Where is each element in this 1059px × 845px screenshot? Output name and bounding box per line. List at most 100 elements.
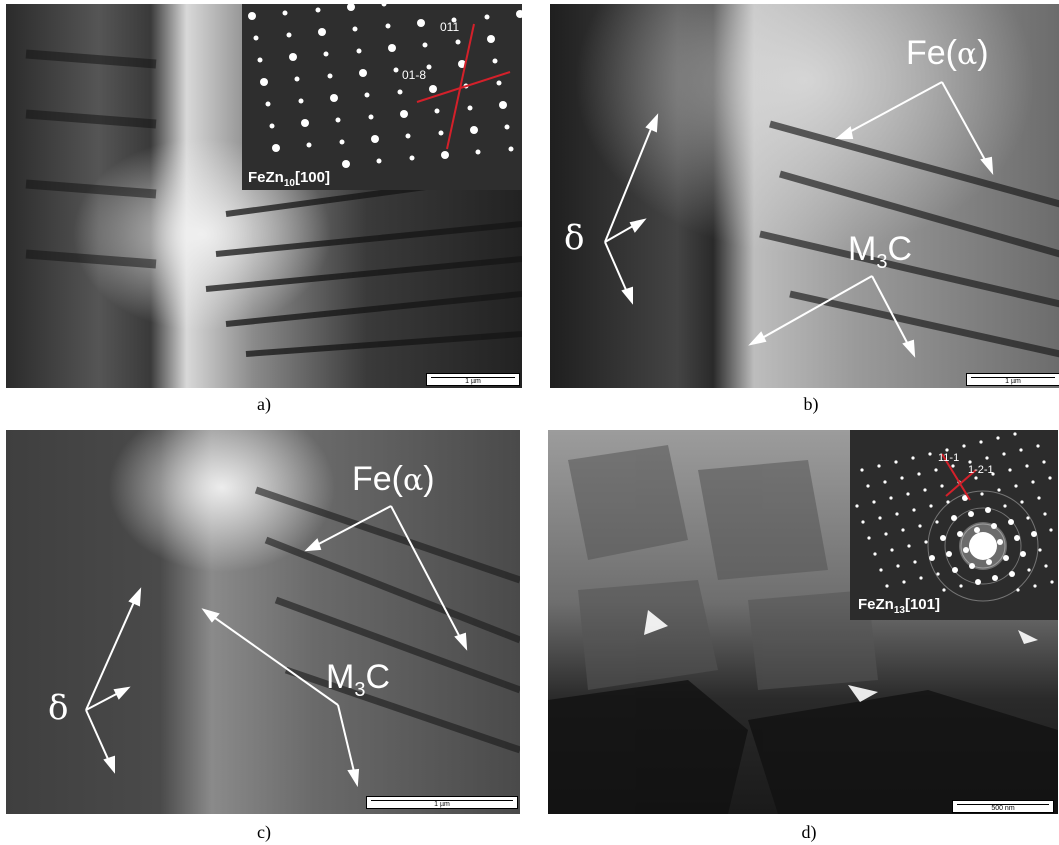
diffraction-spot (1003, 504, 1007, 508)
diffraction-spot (499, 101, 507, 109)
diffraction-spot (895, 512, 899, 516)
diffraction-spot (935, 520, 939, 524)
label-m3c-c: M3C (326, 658, 391, 701)
diffraction-spot (962, 444, 966, 448)
diffraction-spot (409, 155, 415, 161)
diffraction-spot (963, 547, 969, 553)
diffraction-spot (985, 456, 989, 460)
diffraction-spot (879, 568, 883, 572)
diffraction-spot (286, 32, 292, 38)
diffraction-spot (492, 58, 498, 64)
diffraction-spot (335, 117, 341, 123)
diffraction-spot (272, 144, 280, 152)
diffraction-spot (1014, 535, 1020, 541)
diffraction-spot (1008, 468, 1012, 472)
micrograph-b: Fe(α) M3C δ 1 µm (550, 4, 1059, 388)
micrograph-a: 011 01-8 FeZn10[100] 1 µm (6, 4, 522, 388)
diffraction-spot (260, 78, 268, 86)
diffraction-spot (1027, 568, 1031, 572)
scale-bar-d: 500 nm (952, 800, 1054, 813)
diffraction-spot (1036, 444, 1040, 448)
diffraction-spot (917, 472, 921, 476)
diffraction-spot (866, 484, 870, 488)
diffraction-spot (861, 520, 865, 524)
diffraction-spot (928, 452, 932, 456)
diffraction-spot (894, 460, 898, 464)
diffraction-spot (347, 4, 355, 11)
diffraction-spot (945, 448, 949, 452)
caption-a: a) (257, 394, 271, 414)
diffraction-spot (885, 584, 889, 588)
micrograph-c: Fe(α) M3C δ 1 µm (6, 430, 520, 814)
diffraction-spot (997, 488, 1001, 492)
diffraction-rings-d (850, 430, 1058, 620)
diffraction-spot (980, 543, 986, 549)
diffraction-spot (940, 484, 944, 488)
diffraction-spot (986, 559, 992, 565)
diffraction-spot (388, 44, 396, 52)
diffraction-spot (359, 69, 367, 77)
diffraction-spot (393, 67, 399, 73)
diffraction-spot (1020, 551, 1026, 557)
diffraction-spot (294, 76, 300, 82)
diffraction-spot (1013, 432, 1017, 436)
diffraction-spot (902, 580, 906, 584)
diffraction-spot (323, 51, 329, 57)
diffraction-spot (475, 149, 481, 155)
diffraction-spot (516, 10, 522, 18)
diffraction-spot (339, 139, 345, 145)
diffraction-spot (455, 39, 461, 45)
label-delta-c: δ (48, 688, 69, 728)
inset-title-a: FeZn10[100] (248, 169, 330, 189)
diffraction-spot (1043, 512, 1047, 516)
diffraction-spot (257, 57, 263, 63)
diffraction-spot (298, 98, 304, 104)
diffraction-spot (860, 468, 864, 472)
diffraction-spot (896, 564, 900, 568)
diffraction-spot (934, 468, 938, 472)
index-line-11-1 (941, 453, 971, 501)
diffraction-spot (426, 64, 432, 70)
diffraction-spot (405, 133, 411, 139)
diffraction-spot (936, 572, 940, 576)
diffraction-spot (913, 560, 917, 564)
diffraction-spot (991, 523, 997, 529)
diffraction-spot (1037, 496, 1041, 500)
scale-bar-c: 1 µm (366, 796, 518, 809)
diffraction-spot (397, 89, 403, 95)
diffraction-spot (269, 123, 275, 129)
diffraction-spot (306, 142, 312, 148)
diffraction-spot (330, 94, 338, 102)
diffraction-spot (951, 515, 957, 521)
diffraction-spot (968, 511, 974, 517)
inset-title-d: FeZn13[101] (858, 596, 940, 616)
label-fe-alpha-c: Fe(α) (352, 460, 435, 498)
diffraction-spot (942, 588, 946, 592)
diffraction-spot (946, 551, 952, 557)
diffraction-spot (1020, 500, 1024, 504)
diffraction-spot (985, 507, 991, 513)
diffraction-spot (957, 531, 963, 537)
scale-bar-a: 1 µm (426, 373, 520, 386)
diffraction-spot (1049, 528, 1053, 532)
diffraction-spot (385, 23, 391, 29)
diffraction-spot (952, 567, 958, 573)
diffraction-spot (979, 440, 983, 444)
scale-bar-b: 1 µm (966, 373, 1059, 386)
diffraction-spot (975, 579, 981, 585)
label-delta-b: δ (564, 218, 585, 258)
diffraction-spot (441, 151, 449, 159)
diffraction-spot (919, 576, 923, 580)
diffraction-spot (918, 524, 922, 528)
diffraction-spot (484, 14, 490, 20)
diffraction-spot (342, 160, 350, 168)
diffraction-spot (470, 126, 478, 134)
diffraction-spot (1042, 460, 1046, 464)
diffraction-spot (901, 528, 905, 532)
diffraction-spot (974, 527, 980, 533)
diffraction-spot (924, 540, 928, 544)
diffraction-spot (376, 158, 382, 164)
diffraction-spot (997, 539, 1003, 545)
index-label-011: 011 (440, 20, 460, 34)
diffraction-spot (1031, 480, 1035, 484)
